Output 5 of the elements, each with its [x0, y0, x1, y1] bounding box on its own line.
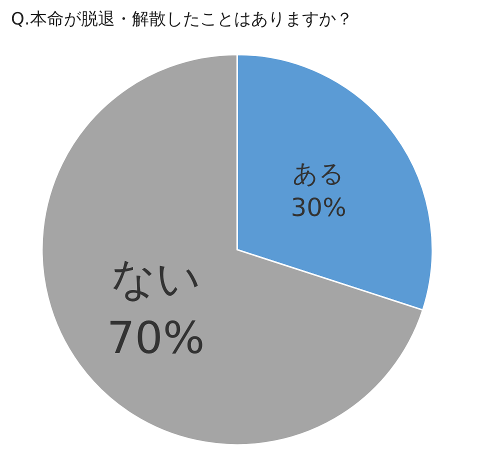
- data-label: 70%: [106, 313, 205, 364]
- slice-label: ある: [292, 159, 345, 188]
- data-label: 30%: [290, 192, 346, 222]
- chart-title: Q.本命が脱退・解散したことはありますか？: [11, 10, 353, 30]
- slice-label: ない: [110, 254, 201, 305]
